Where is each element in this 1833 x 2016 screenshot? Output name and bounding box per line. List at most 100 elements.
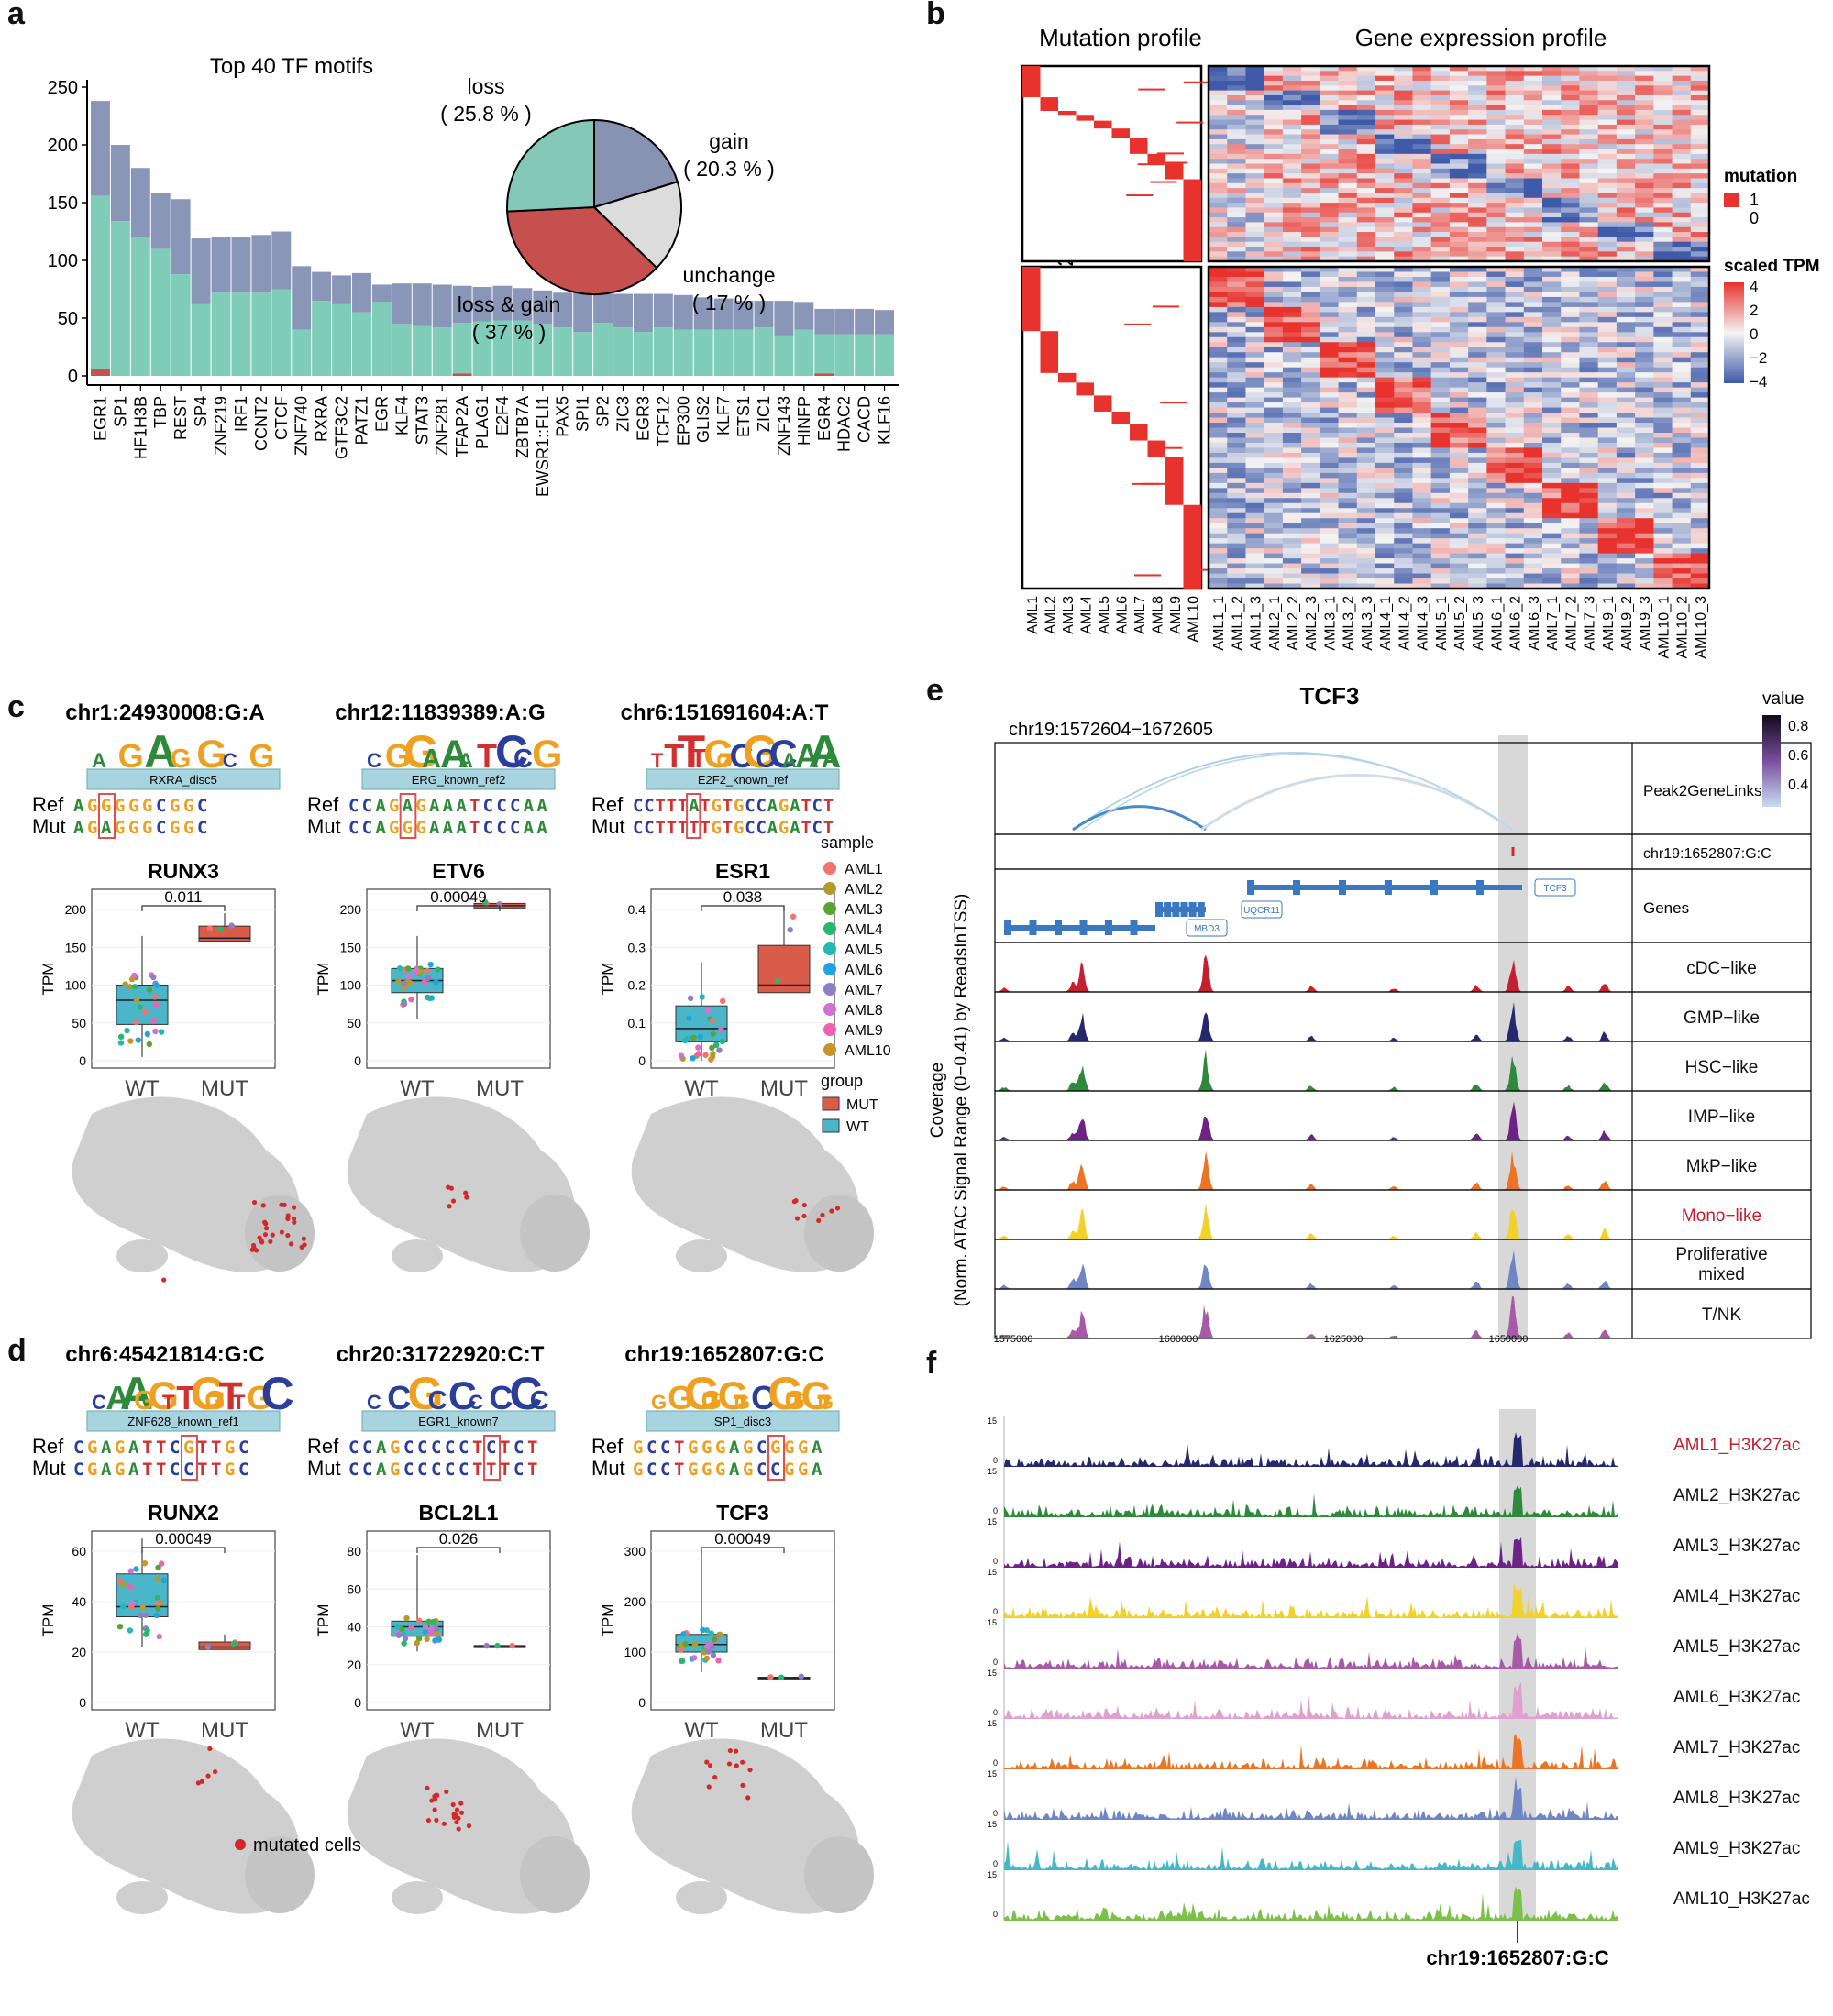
expr-cell (1245, 203, 1265, 209)
logo-letter: A (822, 744, 841, 774)
expr-cell (1320, 296, 1340, 303)
expr-cell (1635, 197, 1654, 204)
expr-cell (1282, 437, 1302, 444)
ref-base: C (238, 1438, 248, 1458)
expr-cell (1523, 144, 1543, 150)
expr-cell (1430, 94, 1451, 101)
expr-cell (1430, 427, 1451, 434)
panel-label-d: d (7, 1333, 27, 1368)
logo-letter: A (795, 737, 819, 775)
expr-cell (1597, 286, 1618, 293)
expr-cell (1468, 241, 1487, 248)
expr-cell (1597, 75, 1618, 82)
expr-cell (1338, 518, 1358, 524)
coverage-track-label: T/NK (1702, 1305, 1742, 1325)
pie-label: loss & gain (458, 292, 561, 316)
expr-cell (1430, 256, 1451, 262)
expr-cell (1338, 312, 1358, 318)
expr-cell (1672, 432, 1692, 439)
box-point (414, 1640, 420, 1647)
expr-cell (1597, 417, 1618, 424)
expr-cell (1264, 402, 1284, 409)
expr-cell (1301, 432, 1320, 439)
expr-cell (1264, 367, 1284, 373)
expr-cell (1356, 115, 1376, 121)
pie-label: gain (709, 129, 748, 153)
expr-cell (1468, 100, 1487, 106)
expr-cell (1616, 66, 1636, 72)
expr-cell (1690, 124, 1710, 130)
expr-cell (1356, 553, 1376, 559)
motif-box (646, 1410, 840, 1432)
mutation-cell (1160, 402, 1187, 404)
expr-cell (1338, 251, 1358, 258)
mutation-cell (1183, 81, 1211, 83)
expr-cell (1338, 488, 1358, 494)
expr-cell (1449, 402, 1469, 409)
expr-cell (1486, 292, 1507, 298)
expr-cell (1579, 134, 1599, 140)
expr-cell (1561, 207, 1581, 214)
ref-base: T (801, 796, 811, 816)
umap-cloud-small (392, 1881, 443, 1914)
expr-cell (1356, 462, 1376, 468)
expr-cell (1672, 452, 1692, 459)
expr-cell (1486, 90, 1507, 96)
expr-cell (1356, 352, 1376, 358)
mutated-cell-dot (434, 1817, 439, 1823)
expr-cell (1282, 241, 1302, 248)
expr-cell (1523, 296, 1543, 303)
expr-cell (1430, 382, 1451, 389)
expr-cell (1690, 207, 1710, 214)
expr-cell (1616, 502, 1636, 509)
expr-cell (1394, 372, 1414, 379)
expr-cell (1245, 423, 1265, 429)
box-point (151, 994, 159, 1000)
logo-letter: A (422, 744, 441, 774)
x-tick-label: KLF7 (714, 396, 733, 435)
mut-label: Mut (307, 815, 341, 838)
expr-cell (1672, 124, 1692, 130)
expr-cell (1301, 558, 1320, 565)
bar-series (91, 101, 894, 376)
expr-cell (1264, 197, 1284, 204)
expr-cell (1282, 573, 1302, 579)
ref-base: A (101, 1438, 112, 1458)
expr-cell (1356, 247, 1376, 252)
expr-cell (1449, 94, 1469, 101)
ymax-label: 15 (988, 1870, 997, 1879)
expr-cell (1245, 583, 1265, 589)
expr-cell (1356, 109, 1376, 116)
x-tick-label: ZIC1 (755, 396, 773, 432)
expr-cell (1486, 173, 1507, 180)
expr-cell (1264, 452, 1284, 459)
expr-cell (1597, 462, 1618, 468)
expr-cell (1561, 336, 1581, 343)
expr-cell (1690, 302, 1710, 308)
x-tick-label: SPI1 (574, 396, 592, 432)
expr-cell (1227, 115, 1247, 121)
expr-cell (1616, 498, 1636, 504)
expr-cell (1320, 417, 1340, 424)
expr-cell (1542, 90, 1562, 96)
expr-cell (1375, 188, 1395, 194)
expr-cell (1690, 377, 1710, 383)
expr-cell (1412, 193, 1432, 199)
expr-cell (1597, 94, 1618, 101)
mutation-cell (1150, 181, 1177, 183)
x-tick-label: EP300 (674, 396, 692, 446)
expr-cell (1394, 407, 1414, 413)
expr-cell (1579, 256, 1599, 262)
expr-cell (1468, 306, 1487, 313)
expr-cell (1523, 271, 1543, 278)
bar-loss (150, 248, 171, 376)
expr-cell (1635, 347, 1654, 353)
expr-cell (1690, 457, 1710, 464)
bar-loss (573, 332, 593, 376)
box-point (428, 995, 435, 1001)
expr-cell (1449, 583, 1469, 589)
box-point (204, 1644, 212, 1650)
mut-base: G (183, 818, 193, 838)
expr-cell (1690, 75, 1710, 82)
expr-cell (1209, 478, 1228, 484)
